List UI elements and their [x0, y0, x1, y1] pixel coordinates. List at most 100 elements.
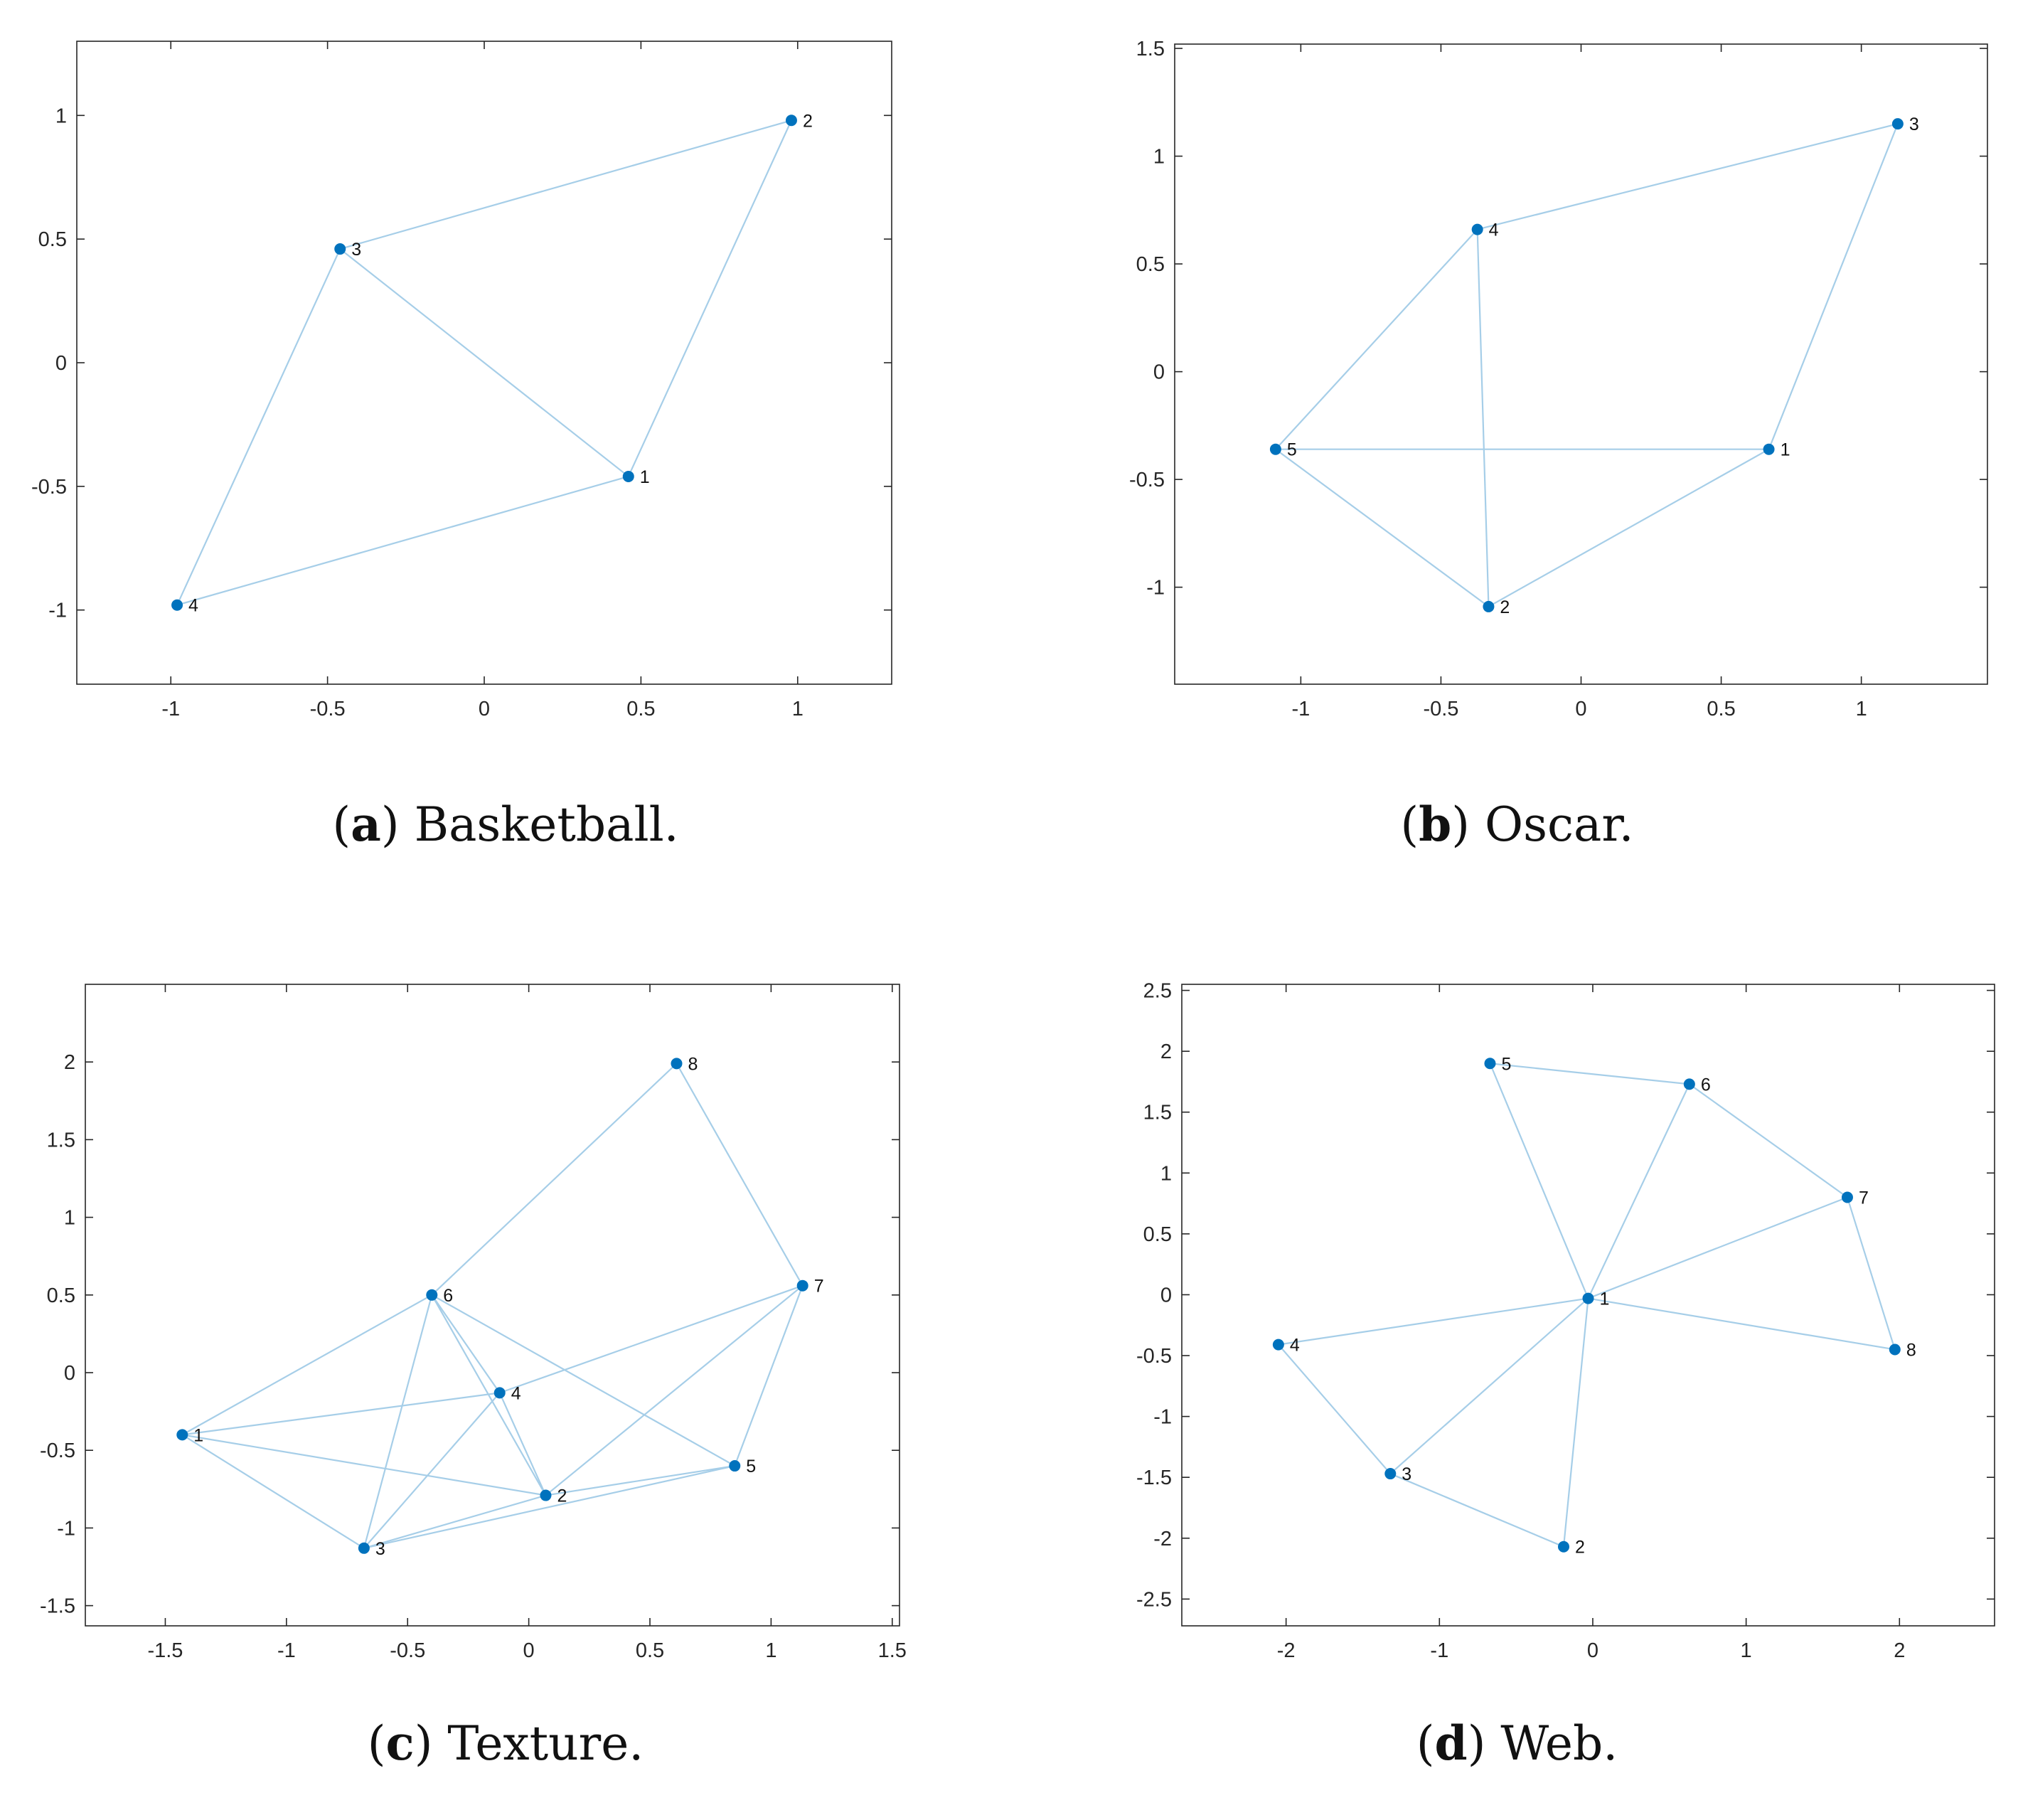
graph-edge — [676, 1063, 804, 1287]
y-tick-label: -1 — [57, 1517, 75, 1540]
y-tick-label: 2 — [64, 1051, 75, 1074]
x-tick-label: -1 — [1430, 1639, 1448, 1662]
panel-a: -1 -0.5 0 0.5 1 -1 -0.5 0 0.5 1 1 2 3 4 (a) Basketbal… — [0, 0, 1011, 910]
chart-b: -1 -0.5 0 0.5 1 -1 -0.5 0 0.5 1 1.5 1 2 3 4 5 — [1129, 38, 1988, 720]
y-tick-label: 0 — [1160, 1284, 1172, 1307]
y-tick-label: -0.5 — [1136, 1345, 1172, 1368]
node-label: 4 — [188, 596, 198, 616]
node-label: 2 — [557, 1486, 567, 1506]
y-tick-label: 1.5 — [1143, 1102, 1172, 1124]
node-label: 1 — [640, 467, 650, 487]
graph-edge — [431, 1294, 547, 1496]
graph-node — [1763, 443, 1775, 455]
graph-edge — [1278, 1343, 1392, 1474]
graph-edge — [1489, 1063, 1589, 1299]
graph-edge — [1278, 1297, 1589, 1346]
y-tick-label: 0.5 — [38, 228, 67, 251]
graph-node — [1582, 1292, 1594, 1304]
graph-edge — [431, 1063, 678, 1296]
y-tick-label: -1 — [1153, 1406, 1172, 1429]
graph-node — [1483, 600, 1495, 612]
y-tick-label: 2.5 — [1143, 980, 1172, 1003]
node-label: 6 — [1701, 1075, 1711, 1095]
y-tick-label: -1.5 — [1136, 1467, 1172, 1489]
panel-d: -2 -1 0 1 2 -2.5 -2 -1.5 -1 -0.5 0 0.5 1 1.5 2 2.5 1 2 3 4 5… — [1011, 910, 2023, 1820]
node-label: 4 — [511, 1383, 521, 1403]
node-label: 1 — [1781, 440, 1790, 460]
graph-node — [171, 599, 183, 611]
graph-edge — [1488, 448, 1770, 607]
y-tick-label: -0.5 — [40, 1439, 75, 1462]
y-tick-label: 1 — [64, 1207, 75, 1230]
panel-c: -1.5 -1 -0.5 0 0.5 1 1.5 -1.5 -1 -0.5 0 0.5 1 1.5 2 1 2 3… — [0, 910, 1011, 1820]
graph-edge — [545, 1284, 804, 1496]
node-label: 3 — [1402, 1464, 1411, 1484]
graph-edge — [498, 1392, 547, 1496]
graph-edge — [499, 1284, 804, 1394]
chart-d: -2 -1 0 1 2 -2.5 -2 -1.5 -1 -0.5 0 0.5 1 1.5 2 2.5 1 2 3 4 5… — [1136, 980, 1995, 1662]
y-tick-label: 1.5 — [47, 1129, 75, 1151]
graph-edge — [1588, 1196, 1848, 1299]
graph-edge — [339, 119, 792, 250]
caption-a-text: Basketball. — [399, 797, 679, 852]
node-label: 3 — [1909, 115, 1919, 134]
caption-d-letter: d — [1434, 1715, 1468, 1771]
graph-node — [622, 470, 634, 482]
graph-edge — [363, 1494, 546, 1549]
graph-edge — [1768, 123, 1899, 450]
graph-node — [796, 1279, 808, 1292]
graph-edge — [182, 1434, 546, 1496]
node-label: 7 — [814, 1277, 824, 1297]
graph-edge — [1846, 1197, 1896, 1350]
node-label: 1 — [193, 1425, 203, 1445]
graph-edge — [627, 119, 792, 477]
node-label: 2 — [1575, 1538, 1585, 1558]
node-label: 5 — [1287, 440, 1297, 460]
x-tick-label: -0.5 — [1423, 698, 1458, 720]
y-tick-label: 0.5 — [1143, 1223, 1172, 1246]
y-tick-label: 1.5 — [1136, 38, 1165, 60]
graph-node — [1557, 1540, 1569, 1553]
graph-node — [176, 1429, 188, 1441]
x-tick-label: -0.5 — [390, 1639, 425, 1662]
node-label: 7 — [1859, 1188, 1869, 1208]
x-tick-label: 0 — [479, 698, 490, 720]
chart-a: -1 -0.5 0 0.5 1 -1 -0.5 0 0.5 1 1 2 3 4 — [31, 41, 892, 720]
graph-node — [540, 1489, 552, 1501]
node-label: 3 — [375, 1539, 385, 1559]
y-tick-label: -0.5 — [31, 476, 67, 499]
x-tick-label: 0 — [523, 1639, 535, 1662]
graph-edge — [181, 1434, 365, 1549]
graph-node — [1272, 1339, 1284, 1351]
graph-edge — [339, 248, 629, 477]
y-tick-label: 0.5 — [1136, 253, 1165, 276]
x-tick-label: 1 — [765, 1639, 776, 1662]
graph-edge — [1588, 1297, 1896, 1351]
plot-area-frame — [85, 984, 900, 1627]
x-tick-label: 1.5 — [878, 1639, 907, 1662]
caption-b: (b) Oscar. — [1400, 797, 1634, 852]
graph-node — [1683, 1078, 1695, 1090]
caption-b-letter: b — [1419, 797, 1452, 852]
x-tick-label: 2 — [1894, 1639, 1905, 1662]
caption-c-text: Texture. — [432, 1716, 644, 1771]
graph-edge — [363, 1464, 735, 1549]
graph-edge — [176, 248, 341, 606]
x-tick-label: 0.5 — [626, 698, 655, 720]
y-tick-label: -2 — [1153, 1528, 1172, 1550]
node-label: 1 — [1600, 1289, 1610, 1309]
graph-edge — [176, 475, 629, 606]
graph-node — [671, 1058, 683, 1070]
caption-d-text: Web. — [1485, 1716, 1618, 1771]
node-label: 6 — [443, 1286, 453, 1306]
graph-edge — [363, 1392, 501, 1549]
graph-node — [1269, 443, 1281, 455]
y-tick-label: -1 — [48, 600, 67, 622]
graph-edge — [431, 1294, 501, 1394]
node-label: 2 — [1500, 597, 1510, 617]
graph-node — [426, 1289, 438, 1301]
graph-edge — [545, 1464, 735, 1496]
node-label: 2 — [803, 111, 813, 131]
graph-node — [1841, 1191, 1853, 1203]
graph-edge — [1275, 448, 1490, 607]
